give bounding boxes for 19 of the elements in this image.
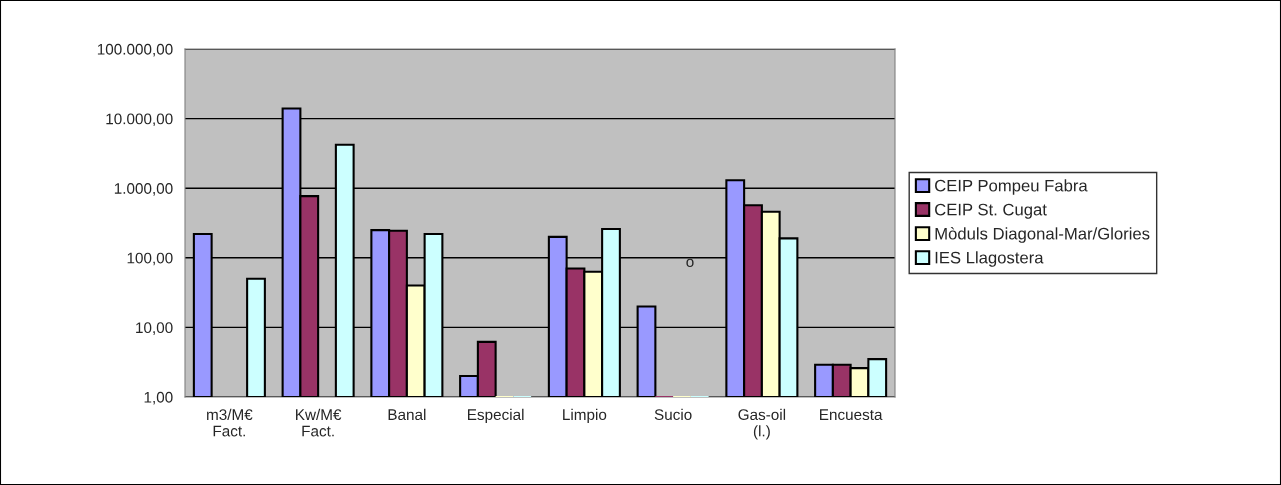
annotation: o [686,258,694,268]
y-tick-label: 100.000,00 [97,43,173,57]
x-tick-label: m3/M€ Fact. [207,408,253,437]
x-tick-label: Especial [468,408,524,424]
legend-label: CEIP Pompeu Fabra [935,179,1088,195]
legend-label: Mòduls Diagonal-Mar/Glories [935,227,1150,243]
legend-label: IES Llagostera [935,251,1044,267]
x-tick-label: Gas-oil (l.) [738,408,786,440]
x-tick-label: Sucio [654,408,692,421]
y-tick-label: 10,00 [136,322,173,335]
y-tick-label: 1,00 [144,391,173,405]
x-tick-label: Limpio [563,408,607,424]
x-tick-label: Kw/M€ Fact. [296,408,342,437]
y-tick-label: 10.000,00 [106,113,173,127]
y-tick-label: 100,00 [127,252,173,266]
legend-label: CEIP St. Cugat [935,203,1047,219]
y-tick-label: 1.000,00 [114,183,173,196]
x-tick-label: Encuesta [820,409,883,421]
x-tick-label: Banal [388,408,426,421]
